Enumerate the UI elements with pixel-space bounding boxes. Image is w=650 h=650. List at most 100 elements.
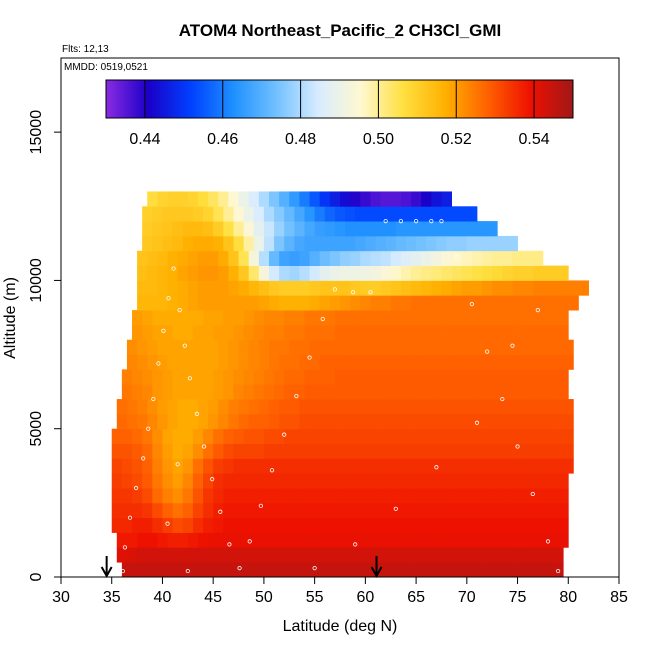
curtain-cell bbox=[192, 562, 204, 578]
curtain-cell bbox=[329, 250, 341, 266]
curtain-cell bbox=[547, 458, 559, 474]
curtain-cell bbox=[253, 517, 265, 533]
curtain-cell bbox=[405, 206, 417, 222]
curtain-cell bbox=[218, 265, 229, 281]
curtain-cell bbox=[400, 532, 412, 548]
curtain-cell bbox=[365, 206, 376, 222]
curtain-cell bbox=[421, 280, 432, 296]
curtain-cell bbox=[405, 221, 417, 237]
curtain-cell bbox=[558, 324, 569, 341]
curtain-cell bbox=[238, 280, 250, 296]
curtain-cell bbox=[152, 428, 163, 444]
curtain-cell bbox=[314, 502, 326, 519]
curtain-cell bbox=[334, 488, 346, 504]
sample-point bbox=[398, 219, 403, 224]
curtain-cell bbox=[177, 191, 189, 207]
curtain-cell bbox=[532, 295, 544, 311]
curtain-cell bbox=[162, 310, 173, 326]
curtain-cell bbox=[319, 413, 331, 430]
curtain-cell bbox=[355, 206, 366, 222]
curtain-cell bbox=[375, 384, 387, 400]
curtain-cell bbox=[111, 458, 123, 474]
curtain-cell bbox=[456, 235, 468, 252]
curtain-cell bbox=[517, 428, 529, 444]
curtain-cell bbox=[253, 384, 265, 400]
sample-point bbox=[120, 568, 125, 574]
curtain-cell bbox=[324, 458, 336, 474]
curtain-cell bbox=[284, 502, 295, 519]
curtain-cell bbox=[411, 532, 422, 548]
curtain-cell bbox=[187, 280, 199, 296]
curtain-cell bbox=[167, 547, 179, 563]
curtain-cell bbox=[466, 458, 478, 474]
curtain-cell bbox=[395, 384, 407, 400]
curtain-cell bbox=[121, 517, 133, 533]
curtain-cell bbox=[284, 206, 295, 222]
curtain-cell bbox=[466, 428, 478, 444]
curtain-cell bbox=[238, 413, 250, 430]
curtain-cell bbox=[334, 443, 346, 459]
curtain-cell bbox=[547, 502, 559, 519]
curtain-cell bbox=[451, 280, 463, 296]
curtain-cell bbox=[192, 443, 204, 459]
curtain-cell bbox=[132, 458, 143, 474]
curtain-cell bbox=[436, 562, 447, 578]
curtain-cell bbox=[223, 517, 234, 533]
sample-point bbox=[312, 565, 317, 571]
curtain-cell bbox=[497, 324, 508, 341]
curtain-cell bbox=[314, 310, 326, 326]
curtain-cell bbox=[167, 532, 179, 548]
curtain-cell bbox=[223, 428, 234, 444]
curtain-cell bbox=[243, 562, 255, 578]
curtain-cell bbox=[416, 502, 427, 519]
curtain-cell bbox=[441, 191, 452, 207]
curtain-cell bbox=[345, 488, 356, 504]
curtain-cell bbox=[492, 413, 503, 430]
curtain-cell bbox=[299, 339, 310, 355]
curtain-cell bbox=[385, 221, 397, 237]
curtain-cell bbox=[482, 547, 493, 563]
curtain-cell bbox=[426, 369, 437, 385]
curtain-cell bbox=[274, 384, 285, 400]
curtain-cell bbox=[390, 547, 402, 563]
curtain-cell bbox=[365, 562, 376, 578]
curtain-cell bbox=[416, 488, 427, 504]
curtain-cell bbox=[360, 280, 371, 296]
curtain-cell bbox=[375, 517, 387, 533]
curtain-cell bbox=[142, 443, 153, 459]
curtain-cell bbox=[345, 310, 356, 326]
curtain-cell bbox=[492, 399, 503, 415]
curtain-cell bbox=[441, 354, 452, 370]
curtain-cell bbox=[380, 295, 392, 311]
sample-point bbox=[282, 432, 287, 437]
curtain-cell bbox=[355, 458, 366, 474]
curtain-cell bbox=[456, 428, 468, 444]
curtain-cell bbox=[380, 399, 392, 415]
curtain-cell bbox=[253, 428, 265, 444]
curtain-cell bbox=[350, 532, 361, 548]
curtain-cell bbox=[492, 547, 503, 563]
curtain-cell bbox=[324, 473, 336, 489]
curtain-cell bbox=[304, 517, 316, 533]
curtain-cell bbox=[294, 384, 305, 400]
curtain-cell bbox=[289, 413, 300, 430]
curtain-cell bbox=[537, 443, 549, 459]
curtain-cell bbox=[304, 310, 316, 326]
x-axis-label: Latitude (deg N) bbox=[283, 618, 398, 635]
curtain-cell bbox=[426, 235, 437, 252]
curtain-cell bbox=[263, 221, 275, 237]
curtain-cell bbox=[334, 235, 346, 252]
sample-point bbox=[133, 485, 139, 491]
curtain-cell bbox=[527, 428, 539, 444]
curtain-cell bbox=[329, 265, 341, 281]
curtain-cell bbox=[294, 206, 305, 222]
curtain-cell bbox=[334, 428, 346, 444]
curtain-cell bbox=[126, 339, 138, 355]
curtain-cell bbox=[329, 547, 341, 563]
curtain-cell bbox=[324, 517, 336, 533]
curtain-cell bbox=[253, 324, 265, 341]
curtain-cell bbox=[395, 488, 407, 504]
curtain-cell bbox=[177, 354, 189, 370]
curtain-cell bbox=[583, 280, 589, 296]
curtain-cell bbox=[203, 235, 214, 252]
